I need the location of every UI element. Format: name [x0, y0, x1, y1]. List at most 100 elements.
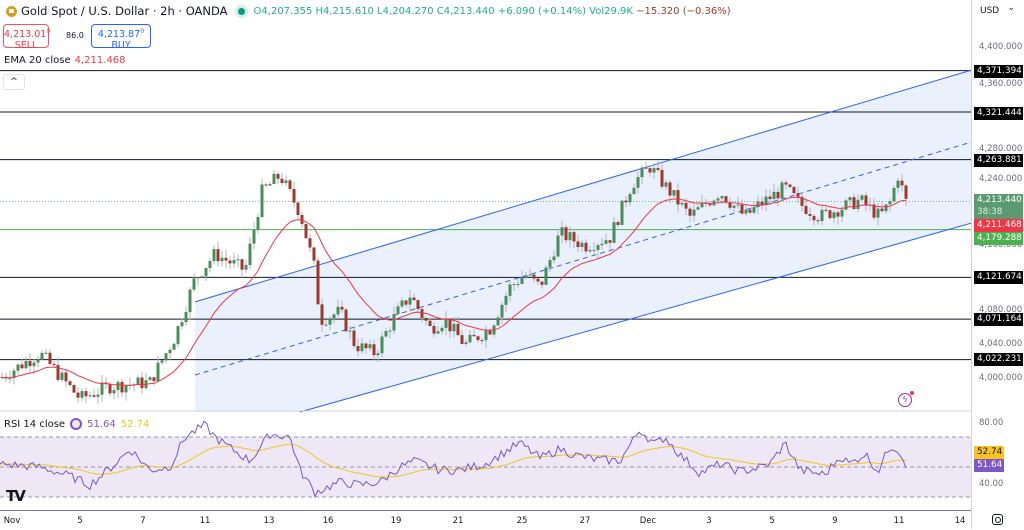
candle: [876, 208, 880, 218]
candle: [720, 196, 724, 199]
candle: [204, 267, 208, 277]
candle: [460, 335, 464, 345]
time-tick: 27: [579, 516, 591, 526]
price-axis[interactable]: [971, 0, 1024, 529]
rsi-ma-axis-label: 52.74: [974, 446, 1004, 459]
candle: [252, 229, 256, 244]
settings-gear-icon[interactable]: [992, 514, 1003, 525]
time-tick: 11: [199, 516, 211, 526]
candle: [676, 190, 680, 205]
candle: [560, 227, 564, 236]
candle: [80, 391, 84, 398]
candle: [508, 284, 512, 296]
currency-select[interactable]: USD: [976, 0, 1018, 19]
candle: [276, 173, 280, 179]
candle: [388, 330, 392, 332]
tradingview-logo-icon[interactable]: TV: [6, 487, 26, 505]
price-tick: 4,240.000: [979, 174, 1023, 184]
flash-alert-icon[interactable]: ϟ: [898, 391, 914, 407]
price-tick: 4,000.000: [979, 373, 1023, 383]
refresh-icon[interactable]: [70, 418, 83, 430]
rsi-tick: 80.00: [979, 418, 1004, 428]
volume-value: Vol29.9K: [589, 5, 633, 17]
candle: [900, 180, 904, 186]
candle: [248, 243, 252, 265]
candle: [0, 376, 4, 378]
candle: [28, 360, 32, 367]
candle: [860, 195, 864, 200]
candle: [20, 364, 24, 369]
candle: [232, 260, 236, 264]
candle: [548, 260, 552, 268]
candle: [776, 191, 780, 199]
high-value: H4,215.610: [315, 5, 374, 17]
candle: [244, 264, 248, 270]
candle: [896, 180, 900, 188]
candle: [336, 306, 340, 315]
candle: [440, 327, 444, 332]
candle: [372, 344, 376, 356]
symbol-title[interactable]: Gold Spot / U.S. Dollar · 2h · OANDA: [21, 4, 228, 18]
candle: [292, 188, 296, 203]
rsi-tick: 40.00: [979, 479, 1004, 489]
candle: [480, 340, 484, 342]
time-tick: 9: [832, 516, 838, 526]
candle: [496, 317, 500, 326]
ema-legend-label: EMA 20 close: [4, 55, 71, 66]
price-chart-canvas[interactable]: [0, 0, 971, 510]
candle: [728, 202, 732, 208]
price-tick: 4,280.000: [979, 144, 1023, 154]
candle: [544, 267, 548, 285]
candle: [580, 242, 584, 248]
candle: [380, 336, 384, 354]
rsi-legend[interactable]: RSI 14 close 51.64 52.74: [4, 418, 149, 430]
candle: [280, 178, 284, 183]
candle: [444, 318, 448, 328]
candle: [348, 330, 352, 332]
candle: [124, 385, 128, 393]
candle: [568, 232, 572, 241]
market-open-status-icon: [237, 7, 245, 15]
buy-button[interactable]: 4,213.870 BUY: [91, 24, 151, 51]
candle: [660, 169, 664, 187]
candle: [756, 201, 760, 208]
sell-button[interactable]: 4,213.010 SELL: [3, 24, 50, 51]
time-axis[interactable]: [0, 510, 971, 530]
candle: [628, 194, 632, 203]
candle: [700, 202, 704, 208]
candle: [312, 247, 316, 261]
ema-legend[interactable]: EMA 20 close 4,211.468: [4, 55, 126, 66]
candle: [840, 209, 844, 217]
level-label: 4,321.444: [974, 107, 1023, 120]
candle: [652, 168, 656, 173]
candle: [368, 344, 372, 349]
time-tick: 14: [954, 516, 966, 526]
candle: [524, 275, 528, 278]
candle: [340, 306, 344, 310]
collapse-legend-button[interactable]: ^: [3, 74, 25, 90]
candle: [812, 215, 816, 221]
candle: [656, 168, 660, 170]
candle: [24, 360, 28, 369]
candle: [12, 370, 16, 379]
candle: [356, 346, 360, 352]
rsi-ma-value: 52.74: [120, 418, 150, 430]
chevron-up-icon: ^: [10, 77, 18, 87]
low-value: L4,204.270: [377, 5, 434, 17]
candle: [464, 342, 468, 345]
candle: [208, 260, 212, 268]
level-label: 4,121.674: [974, 271, 1023, 284]
candle: [616, 222, 620, 225]
candle: [536, 278, 540, 282]
channel-upper: [194, 69, 971, 303]
candle: [556, 235, 560, 257]
spread-value: 86.0: [66, 31, 84, 40]
time-tick: 3: [706, 516, 712, 526]
candle: [784, 182, 788, 185]
channel-lower: [299, 222, 971, 413]
candle: [768, 196, 772, 200]
sell-price: 4,213.01: [4, 29, 47, 41]
candle: [636, 177, 640, 188]
volume-change-value: −15.320 (−0.36%): [636, 5, 731, 17]
candle: [604, 240, 608, 244]
